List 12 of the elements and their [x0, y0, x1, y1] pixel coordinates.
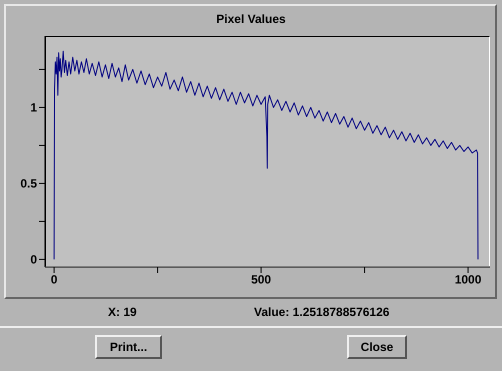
print-button: Print...: [95, 335, 162, 359]
y-tick-label: 0.5: [20, 176, 38, 191]
text: X: 19: [108, 305, 137, 319]
y-tick-label: 0: [30, 252, 38, 267]
text: Value: 1.2518788576126: [254, 305, 390, 319]
x-tick-label: 500: [251, 272, 272, 287]
close-button: Close: [347, 335, 407, 359]
x-tick-label: 1000: [454, 272, 482, 287]
x-tick-label: 0: [50, 272, 58, 287]
y-tick-label: 1: [30, 100, 38, 115]
line-series: [54, 50, 478, 260]
chart-title: Pixel Values: [215, 12, 287, 26]
